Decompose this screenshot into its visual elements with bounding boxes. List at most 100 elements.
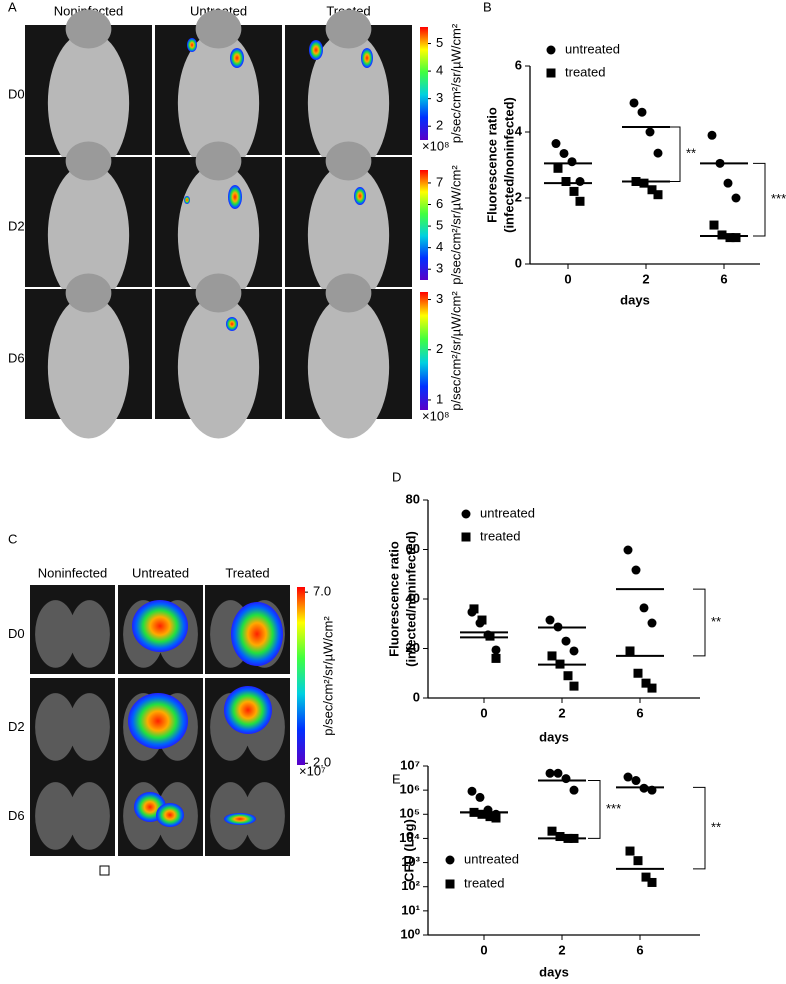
mouse-head bbox=[65, 273, 112, 313]
data-point bbox=[633, 668, 643, 678]
row-label: D2 bbox=[8, 719, 25, 734]
legend-marker bbox=[461, 532, 471, 542]
legend-marker bbox=[445, 879, 455, 889]
y-tick-label: 0 bbox=[515, 255, 522, 270]
lung-left bbox=[35, 693, 76, 761]
signal-blob bbox=[132, 600, 188, 652]
data-point bbox=[547, 826, 557, 836]
lung-left bbox=[35, 782, 76, 850]
row-label: D6 bbox=[8, 350, 25, 365]
legend-label: untreated bbox=[480, 505, 535, 520]
y-tick-label: 10² bbox=[401, 878, 420, 893]
y-axis-label: (infected/noninfected) bbox=[403, 531, 418, 667]
legend-label: treated bbox=[464, 875, 504, 890]
x-tick-label: 0 bbox=[480, 705, 487, 720]
lung-right bbox=[69, 600, 110, 668]
mouse-head bbox=[65, 9, 112, 49]
data-point bbox=[553, 163, 563, 173]
data-point bbox=[563, 671, 573, 681]
data-point bbox=[569, 646, 579, 656]
lung-right bbox=[69, 782, 110, 850]
y-tick-label: 6 bbox=[515, 57, 522, 72]
row-label: D0 bbox=[8, 626, 25, 641]
colorbar-label: p/sec/cm²/sr/µW/cm² bbox=[448, 165, 463, 285]
y-tick-label: 10⁰ bbox=[400, 926, 420, 941]
data-point bbox=[653, 148, 663, 158]
colorbar-tick-label: 3 bbox=[436, 261, 443, 276]
colorbar bbox=[420, 27, 428, 140]
data-point bbox=[645, 127, 655, 137]
lung-right bbox=[244, 782, 285, 850]
data-point bbox=[485, 812, 495, 822]
data-point bbox=[625, 646, 635, 656]
y-tick-label: 10¹ bbox=[401, 902, 420, 917]
data-point bbox=[725, 233, 735, 243]
data-point bbox=[553, 768, 563, 778]
data-point bbox=[707, 130, 717, 140]
mouse-head bbox=[195, 9, 242, 49]
significance-label: ** bbox=[686, 146, 696, 161]
significance-bracket bbox=[588, 780, 601, 839]
data-point bbox=[631, 776, 641, 786]
data-point bbox=[567, 157, 577, 167]
mouse-head bbox=[325, 273, 372, 313]
mouse-head bbox=[195, 273, 242, 313]
data-point bbox=[547, 651, 557, 661]
row-label: D2 bbox=[8, 218, 25, 233]
signal-blob bbox=[224, 813, 256, 825]
data-point bbox=[647, 618, 657, 628]
mouse-head bbox=[325, 9, 372, 49]
colorbar-label: p/sec/cm²/sr/µW/cm² bbox=[448, 23, 463, 143]
colorbar-label: p/sec/cm²/sr/µW/cm² bbox=[320, 616, 335, 736]
legend-label: untreated bbox=[464, 851, 519, 866]
data-point bbox=[485, 631, 495, 641]
data-point bbox=[491, 653, 501, 663]
data-point bbox=[633, 856, 643, 866]
y-axis-label: Fluorescence ratio bbox=[386, 541, 401, 657]
data-point bbox=[545, 615, 555, 625]
mouse-body bbox=[307, 295, 390, 439]
small-square bbox=[99, 865, 110, 876]
x-axis-label: days bbox=[620, 292, 650, 307]
significance-bracket bbox=[693, 588, 706, 657]
y-axis-label: CFU (Log) bbox=[401, 819, 416, 882]
x-tick-label: 2 bbox=[558, 705, 565, 720]
mouse-body bbox=[47, 295, 130, 439]
legend-marker bbox=[461, 509, 471, 519]
signal-blob bbox=[309, 40, 323, 60]
colorbar bbox=[297, 587, 305, 765]
mouse-head bbox=[325, 141, 372, 181]
colorbar-tick-label: 5 bbox=[436, 218, 443, 233]
y-tick-label: 0 bbox=[413, 689, 420, 704]
colorbar-tick-label: 5 bbox=[436, 35, 443, 50]
y-tick-label: 10⁴ bbox=[399, 830, 420, 845]
colorbar-multiplier: ×10⁷ bbox=[299, 763, 326, 778]
colorbar-multiplier: ×10⁸ bbox=[422, 138, 450, 153]
colorbar-tick-label: 4 bbox=[436, 239, 443, 254]
signal-blob bbox=[354, 187, 366, 205]
significance-label: ** bbox=[711, 820, 721, 835]
column-header: Untreated bbox=[132, 565, 189, 580]
data-point bbox=[647, 683, 657, 693]
colorbar-tick-label: 4 bbox=[436, 63, 443, 78]
data-point bbox=[477, 809, 487, 819]
data-point bbox=[559, 148, 569, 158]
row-label: D6 bbox=[8, 808, 25, 823]
y-tick-label: 80 bbox=[406, 491, 420, 506]
legend-label: treated bbox=[565, 64, 605, 79]
colorbar-tick-label: 2.0 bbox=[313, 755, 331, 770]
signal-blob bbox=[361, 48, 373, 68]
data-point bbox=[491, 645, 501, 655]
data-point bbox=[625, 846, 635, 856]
x-tick-label: 2 bbox=[642, 271, 649, 286]
x-tick-label: 6 bbox=[636, 705, 643, 720]
significance-bracket bbox=[668, 126, 681, 182]
signal-blob bbox=[226, 317, 238, 331]
data-point bbox=[575, 196, 585, 206]
x-tick-label: 0 bbox=[480, 942, 487, 957]
mouse-body bbox=[47, 163, 130, 307]
data-point bbox=[569, 681, 579, 691]
colorbar-tick-label: 3 bbox=[436, 291, 443, 306]
panel-letter: C bbox=[8, 531, 17, 546]
